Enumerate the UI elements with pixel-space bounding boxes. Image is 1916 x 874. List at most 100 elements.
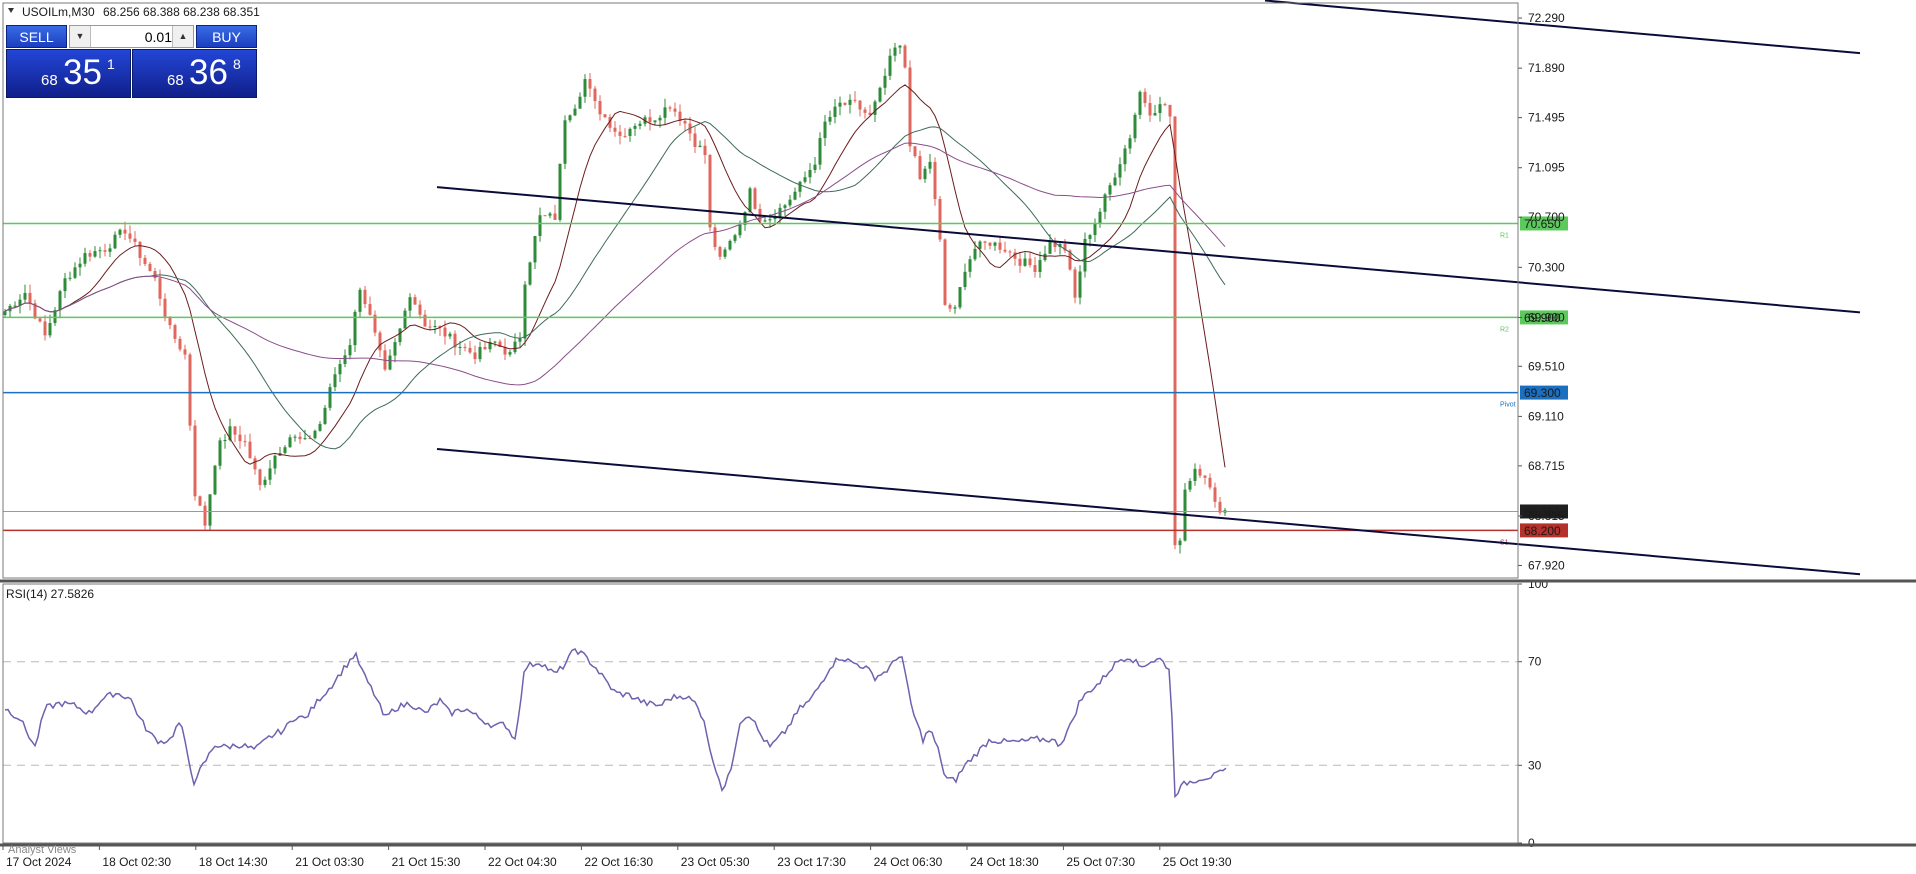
time-axis-label: 25 Oct 19:30 [1163, 855, 1232, 869]
price-panel[interactable]: R170.650R269.900Pivot69.300S168.20068.35… [3, 0, 1861, 576]
bear-candle [173, 325, 177, 339]
bull-candle [1158, 104, 1162, 114]
bear-candle [423, 314, 427, 327]
bear-candle [498, 341, 502, 347]
bull-candle [558, 163, 562, 220]
time-axis-label: 23 Oct 05:30 [681, 855, 750, 869]
bull-candle [743, 212, 747, 225]
bull-candle [1153, 113, 1157, 116]
bull-candle [53, 310, 57, 324]
bear-candle [88, 253, 92, 257]
bear-candle [443, 327, 447, 337]
lot-decrease-icon[interactable]: ▼ [70, 26, 91, 47]
bull-candle [953, 307, 957, 309]
lot-increase-icon[interactable]: ▲ [172, 26, 193, 47]
analyst-views-tab[interactable]: Analyst Views [8, 844, 77, 856]
bull-candle [548, 213, 552, 216]
bear-candle [123, 229, 127, 234]
bull-candle [93, 251, 97, 257]
bull-candle [18, 299, 22, 306]
bear-candle [718, 247, 722, 257]
buy-price-box[interactable]: 68 36 8 [132, 49, 257, 98]
bear-candle [858, 100, 862, 110]
bull-candle [1128, 138, 1132, 149]
bull-candle [958, 287, 962, 308]
bear-candle [413, 297, 417, 305]
bear-candle [998, 242, 1002, 250]
buy-button[interactable]: BUY [196, 25, 257, 48]
bull-candle [538, 215, 542, 237]
bull-candle [208, 494, 212, 526]
time-axis-label: 22 Oct 16:30 [584, 855, 653, 869]
bear-candle [163, 298, 167, 317]
bull-candle [1138, 91, 1142, 115]
bull-candle [1078, 271, 1082, 298]
bear-candle [463, 347, 467, 349]
bear-candle [1008, 251, 1012, 253]
bull-candle [333, 374, 337, 388]
bull-candle [218, 440, 222, 466]
price-axis-label: 71.890 [1528, 61, 1565, 75]
bear-candle [238, 434, 242, 442]
bear-candle [28, 292, 32, 304]
bear-candle [948, 304, 952, 309]
bull-candle [1193, 468, 1197, 481]
bear-candle [128, 233, 132, 239]
level-price-label-r1: 70.650 [1524, 217, 1561, 231]
bull-candle [343, 355, 347, 364]
level-price-box-r2 [1520, 310, 1568, 325]
price-axis-label: 68.315 [1528, 509, 1565, 523]
bear-candle [258, 469, 262, 486]
bull-candle [793, 191, 797, 200]
bull-candle [348, 345, 352, 356]
sell-price-pips: 1 [107, 56, 115, 72]
bull-candle [328, 387, 332, 408]
price-axis-label: 69.510 [1528, 359, 1565, 373]
bull-candle [1088, 235, 1092, 239]
bull-candle [573, 108, 577, 116]
bull-candle [788, 199, 792, 206]
moving-average-slow [4, 142, 1226, 386]
time-axis-label: 18 Oct 14:30 [199, 855, 268, 869]
bear-candle [648, 117, 652, 123]
rsi-panel-border [2, 583, 1519, 844]
bull-candle [523, 284, 527, 339]
bull-candle [493, 341, 497, 343]
level-price-box-s1 [1520, 523, 1568, 538]
price-axis-label: 69.900 [1528, 310, 1565, 324]
sell-button[interactable]: SELL [6, 25, 67, 48]
level-price-label-s1: 68.200 [1524, 524, 1561, 538]
bear-candle [913, 146, 917, 157]
bear-candle [863, 109, 867, 113]
bull-candle [828, 117, 832, 122]
bear-candle [473, 352, 477, 360]
bear-candle [1073, 269, 1077, 298]
bull-candle [223, 440, 227, 442]
bear-candle [43, 321, 47, 336]
bull-candle [313, 430, 317, 439]
bull-candle [1093, 222, 1097, 236]
bear-candle [613, 127, 617, 132]
bear-candle [673, 108, 677, 112]
bull-candle [113, 234, 117, 249]
channel-line [436, 186, 1861, 314]
bear-candle [33, 303, 37, 319]
lot-size-input[interactable] [92, 26, 175, 47]
lot-size-control: ▼ ▲ [69, 25, 194, 48]
bear-candle [1198, 468, 1202, 476]
bear-candle [1173, 116, 1177, 546]
price-axis-label: 70.700 [1528, 210, 1565, 224]
bull-candle [13, 305, 17, 307]
bear-candle [188, 354, 192, 426]
bull-candle [928, 161, 932, 169]
bull-candle [3, 311, 7, 316]
moving-average-fast [4, 84, 1226, 468]
sell-price-prefix: 68 [41, 72, 58, 89]
price-axis-label: 71.495 [1528, 111, 1565, 125]
sell-price-box[interactable]: 68 35 1 [6, 49, 131, 98]
bull-candle [578, 96, 582, 109]
bull-candle [58, 291, 62, 311]
level-tag-r2: R2 [1500, 326, 1509, 333]
bull-candle [768, 219, 772, 221]
